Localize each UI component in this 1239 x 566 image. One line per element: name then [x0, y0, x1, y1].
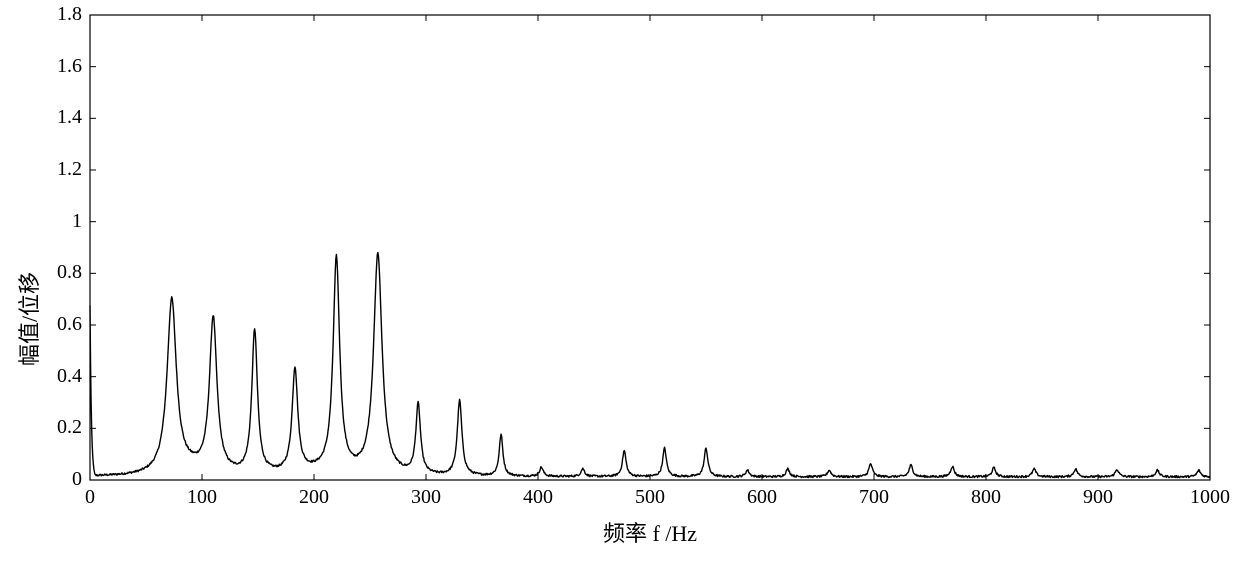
y-tick-label: 0.4 — [57, 365, 82, 388]
x-tick-label: 400 — [513, 486, 563, 509]
x-tick-label: 800 — [961, 486, 1011, 509]
x-tick-label: 700 — [849, 486, 899, 509]
y-tick-label: 0.6 — [57, 313, 82, 336]
x-tick-label: 600 — [737, 486, 787, 509]
y-tick-label: 1.4 — [57, 106, 82, 129]
chart-svg — [0, 0, 1239, 566]
y-tick-label: 1.6 — [57, 55, 82, 78]
y-tick-label: 0.2 — [57, 416, 82, 439]
x-tick-label: 1000 — [1185, 486, 1235, 509]
y-axis-label: 幅值/位移 — [12, 259, 44, 379]
y-tick-label: 1 — [72, 210, 82, 233]
y-tick-label: 1.2 — [57, 158, 82, 181]
y-tick-label: 0.8 — [57, 261, 82, 284]
x-tick-label: 900 — [1073, 486, 1123, 509]
x-tick-label: 500 — [625, 486, 675, 509]
y-tick-label: 0 — [72, 468, 82, 491]
x-tick-label: 100 — [177, 486, 227, 509]
x-tick-label: 300 — [401, 486, 451, 509]
spectrum-chart: 幅值/位移 频率 f /Hz 0 100 200 300 400 500 600 700 800… — [0, 0, 1239, 566]
x-tick-label: 200 — [289, 486, 339, 509]
x-axis-label: 频率 f /Hz — [570, 516, 730, 548]
y-tick-label: 1.8 — [57, 3, 82, 26]
